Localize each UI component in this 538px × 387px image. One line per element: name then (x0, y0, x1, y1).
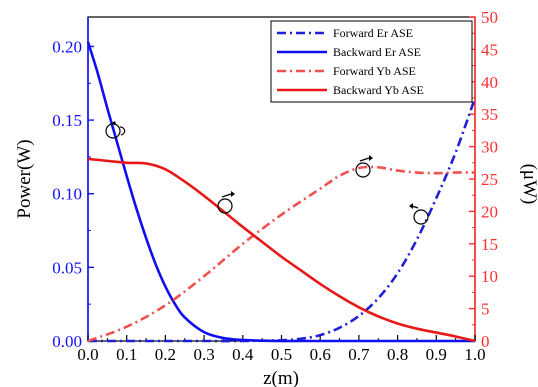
axis-indicator-forward-er (409, 203, 429, 225)
indicator-arrow (119, 126, 126, 136)
legend-label: Forward Yb ASE (333, 64, 416, 78)
right-y-axis-title: (μW) (519, 164, 538, 205)
x-tick-label: 0.8 (387, 345, 408, 364)
x-tick-label: 1.0 (464, 345, 485, 364)
right-y-tick-label: 30 (481, 138, 498, 157)
left-y-axis-ticks: 0.00 0.05 0.10 0.15 0.20 (52, 37, 94, 351)
right-y-tick-label: 35 (481, 105, 498, 124)
right-y-axis-ticks: 0 5 10 15 20 25 30 35 40 45 50 (469, 8, 498, 351)
x-tick-label: 0.7 (348, 345, 370, 364)
indicator-arrowhead (409, 203, 413, 209)
x-tick-label: 0.0 (77, 345, 98, 364)
series-line-forward-yb-ase (87, 165, 476, 343)
x-axis-ticks: 0.0 0.1 0.2 0.3 0.4 0.5 0.6 0.7 0.8 0.9 1.0 (77, 335, 486, 364)
right-y-tick-label: 10 (481, 267, 498, 286)
indicator-arrowhead (110, 121, 116, 124)
series-layer (86, 41, 477, 343)
left-y-tick-label: 0.10 (52, 185, 82, 204)
axis-indicator-backward-yb (217, 191, 235, 214)
x-tick-label: 0.2 (155, 345, 176, 364)
left-y-tick-label: 0.05 (52, 258, 82, 277)
right-y-tick-label: 50 (481, 8, 498, 27)
x-tick-label: 0.9 (426, 345, 447, 364)
left-y-axis-title: Power(W) (14, 139, 35, 218)
right-y-tick-label: 0 (481, 332, 490, 351)
indicator-circle (355, 162, 371, 178)
right-y-tick-label: 20 (481, 202, 498, 221)
legend-label: Forward Er ASE (333, 26, 413, 40)
legend-label: Backward Yb ASE (333, 83, 424, 97)
indicator-arrow (221, 193, 232, 198)
axis-indicator-backward-er (105, 121, 126, 139)
left-y-tick-label: 0.20 (52, 37, 82, 56)
right-y-tick-label: 40 (481, 73, 498, 92)
x-tick-label: 0.4 (232, 345, 254, 364)
indicator-arrowhead (369, 155, 373, 161)
x-tick-label: 0.6 (310, 345, 331, 364)
x-tick-label: 0.5 (271, 345, 292, 364)
x-tick-label: 0.3 (193, 345, 214, 364)
axis-indicator-forward-yb (355, 155, 373, 178)
indicator-arrow (359, 157, 370, 162)
indicator-circle (413, 209, 429, 225)
left-y-tick-label: 0.15 (52, 111, 82, 130)
legend: Forward Er ASE Backward Er ASE Forward Yb … (270, 20, 473, 103)
series-line-backward-yb-ase (87, 157, 476, 343)
series-line-backward-er-ase (86, 41, 475, 343)
left-y-tick-label: 0.00 (52, 332, 82, 351)
legend-box (270, 20, 473, 103)
x-tick-label: 0.1 (116, 345, 137, 364)
right-y-tick-label: 45 (481, 40, 498, 59)
legend-label: Backward Er ASE (333, 45, 421, 59)
right-y-tick-label: 25 (481, 170, 498, 189)
indicator-circle (217, 198, 233, 214)
right-y-tick-label: 15 (481, 235, 498, 254)
indicator-arrowhead (231, 191, 235, 197)
x-axis-title: z(m) (263, 368, 299, 387)
right-y-tick-label: 5 (481, 300, 490, 319)
series-line-forward-er-ase (87, 97, 477, 343)
